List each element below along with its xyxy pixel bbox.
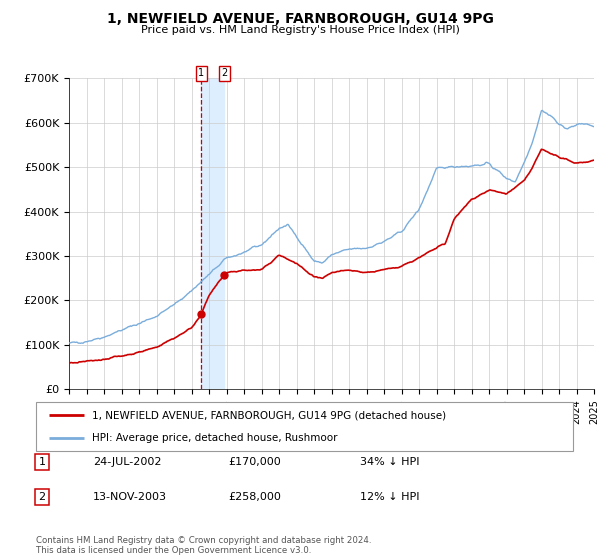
Text: 1, NEWFIELD AVENUE, FARNBOROUGH, GU14 9PG (detached house): 1, NEWFIELD AVENUE, FARNBOROUGH, GU14 9P…: [92, 410, 446, 421]
Text: Price paid vs. HM Land Registry's House Price Index (HPI): Price paid vs. HM Land Registry's House …: [140, 25, 460, 35]
Text: This data is licensed under the Open Government Licence v3.0.: This data is licensed under the Open Gov…: [36, 546, 311, 555]
Text: Contains HM Land Registry data © Crown copyright and database right 2024.: Contains HM Land Registry data © Crown c…: [36, 536, 371, 545]
Text: 2: 2: [38, 492, 46, 502]
Bar: [201, 78, 224, 389]
Text: 12% ↓ HPI: 12% ↓ HPI: [360, 492, 419, 502]
Text: HPI: Average price, detached house, Rushmoor: HPI: Average price, detached house, Rush…: [92, 433, 338, 444]
Text: 1: 1: [198, 68, 205, 78]
Text: 1, NEWFIELD AVENUE, FARNBOROUGH, GU14 9PG: 1, NEWFIELD AVENUE, FARNBOROUGH, GU14 9P…: [107, 12, 493, 26]
Text: 1: 1: [38, 457, 46, 467]
Text: 34% ↓ HPI: 34% ↓ HPI: [360, 457, 419, 467]
Text: £170,000: £170,000: [228, 457, 281, 467]
Text: 13-NOV-2003: 13-NOV-2003: [93, 492, 167, 502]
Text: £258,000: £258,000: [228, 492, 281, 502]
Text: 24-JUL-2002: 24-JUL-2002: [93, 457, 161, 467]
FancyBboxPatch shape: [36, 402, 573, 451]
Text: 2: 2: [221, 68, 227, 78]
